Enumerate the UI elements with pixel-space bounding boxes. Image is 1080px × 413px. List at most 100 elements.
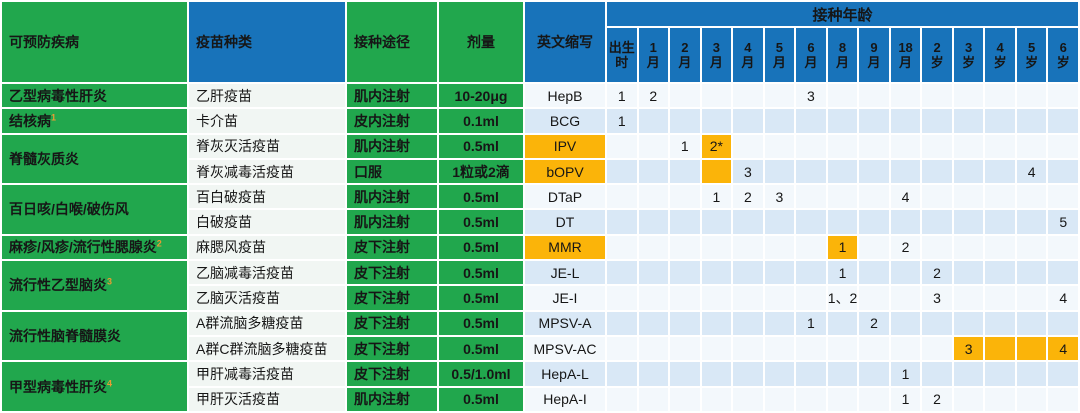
col-header-vaccine: 疫苗种类 — [187, 0, 347, 84]
age-col-header: 出生时 — [605, 26, 639, 84]
vaccine-cell: 甲肝灭活疫苗 — [187, 385, 347, 413]
dose-number-cell — [1014, 284, 1049, 312]
dose-number-cell — [731, 284, 765, 312]
dose-number-cell — [668, 107, 702, 135]
dose-number-cell: 4 — [1014, 157, 1049, 186]
dose-cell: 10-20μg — [437, 81, 525, 110]
dose-number-cell — [794, 183, 828, 211]
dose-number-cell — [1014, 183, 1049, 211]
dose-number-cell — [983, 107, 1017, 135]
table-row: 麻疹/风疹/流行性腮腺炎2 麻腮风疫苗 皮下注射 0.5ml MMR 1 2 — [0, 233, 1080, 262]
dose-number-cell — [983, 157, 1017, 186]
table-row: 脊灰减毒活疫苗 口服 1粒或2滴 bOPV 3 4 — [1, 157, 1080, 186]
abbr-cell: bOPV — [523, 157, 607, 186]
dose-number-cell — [699, 360, 734, 388]
dose-number-cell — [636, 309, 671, 337]
dose-number-cell — [951, 233, 986, 262]
dose-number-cell — [731, 81, 765, 110]
abbr-cell: MMR — [523, 233, 607, 262]
vaccine-cell: 白破疫苗 — [187, 208, 347, 236]
dose-number-cell — [762, 157, 797, 186]
dose-number-cell — [951, 132, 986, 160]
dose-number-cell — [605, 360, 639, 388]
footnote-marker: 1 — [51, 112, 57, 123]
disease-cell: 结核病1 — [0, 107, 189, 135]
dose-number-cell — [636, 259, 671, 287]
dose-number-cell — [920, 81, 954, 110]
dose-number-cell — [1014, 334, 1049, 363]
dose-number-cell — [699, 233, 734, 262]
disease-cell: 麻疹/风疹/流行性腮腺炎2 — [0, 233, 189, 262]
dose-number-cell — [668, 360, 702, 388]
abbr-cell: HepA-I — [523, 385, 607, 413]
route-cell: 肌内注射 — [345, 132, 439, 160]
dose-number-cell: 1 — [888, 360, 923, 388]
dose-number-cell — [857, 107, 891, 135]
dose-number-cell — [794, 284, 828, 312]
disease-cell: 脊髓灰质炎 — [0, 132, 189, 186]
dose-number-cell — [1014, 81, 1049, 110]
dose-number-cell — [888, 81, 923, 110]
vaccine-cell: 麻腮风疫苗 — [187, 233, 347, 262]
dose-number-cell — [857, 385, 891, 413]
dose-cell: 0.5ml — [437, 385, 525, 413]
dose-number-cell — [794, 132, 828, 160]
route-cell: 皮下注射 — [345, 309, 439, 337]
dose-number-cell — [668, 309, 702, 337]
dose-number-cell — [605, 309, 639, 337]
col-header-disease: 可预防疾病 — [0, 0, 189, 84]
dose-number-cell — [636, 107, 671, 135]
dose-number-cell — [920, 183, 954, 211]
dose-number-cell — [699, 284, 734, 312]
dose-number-cell — [636, 233, 671, 262]
dose-number-cell — [762, 132, 797, 160]
dose-number-cell — [1014, 385, 1049, 413]
dose-number-cell: 1 — [888, 385, 923, 413]
dose-number-cell: 3 — [951, 334, 986, 363]
dose-number-cell — [605, 334, 639, 363]
route-cell: 口服 — [345, 157, 439, 186]
dose-number-cell — [699, 208, 734, 236]
dose-number-cell — [605, 183, 639, 211]
dose-number-cell — [983, 284, 1017, 312]
dose-number-cell — [857, 284, 891, 312]
abbr-cell: MPSV-A — [523, 309, 607, 337]
dose-number-cell — [636, 334, 671, 363]
dose-number-cell — [636, 284, 671, 312]
dose-number-cell — [731, 132, 765, 160]
dose-number-cell: 1 — [794, 309, 828, 337]
dose-number-cell: 4 — [888, 183, 923, 211]
dose-number-cell — [983, 360, 1017, 388]
dose-number-cell — [699, 309, 734, 337]
dose-cell: 0.5ml — [437, 132, 525, 160]
dose-number-cell — [857, 233, 891, 262]
col-header-dose: 剂量 — [437, 0, 525, 84]
dose-number-cell: 4 — [1046, 334, 1080, 363]
vaccine-cell: 脊灰灭活疫苗 — [187, 132, 347, 160]
dose-number-cell — [825, 183, 860, 211]
dose-number-cell — [762, 107, 797, 135]
disease-cell: 甲型病毒性肝炎4 — [0, 360, 189, 413]
dose-cell: 0.5ml — [437, 259, 525, 287]
dose-number-cell — [888, 309, 923, 337]
dose-number-cell — [762, 360, 797, 388]
dose-number-cell — [731, 309, 765, 337]
table-row: 脊髓灰质炎 脊灰灭活疫苗 肌内注射 0.5ml IPV 1 2* — [0, 132, 1080, 186]
dose-number-cell — [1046, 385, 1080, 413]
dose-number-cell — [605, 259, 639, 287]
dose-number-cell — [794, 233, 828, 262]
dose-number-cell — [951, 107, 986, 135]
disease-cell: 流行性乙型脑炎3 — [0, 259, 189, 312]
dose-number-cell — [605, 132, 639, 160]
col-header-abbr: 英文缩写 — [523, 0, 607, 84]
dose-number-cell — [825, 334, 860, 363]
dose-number-cell — [983, 385, 1017, 413]
dose-number-cell — [762, 334, 797, 363]
vaccine-cell: 脊灰减毒活疫苗 — [187, 157, 347, 186]
table-row: 结核病1 卡介苗 皮内注射 0.1ml BCG 1 — [0, 107, 1080, 135]
dose-number-cell — [983, 334, 1017, 363]
abbr-cell: HepB — [523, 81, 607, 110]
abbr-cell: BCG — [523, 107, 607, 135]
dose-number-cell — [1046, 132, 1080, 160]
